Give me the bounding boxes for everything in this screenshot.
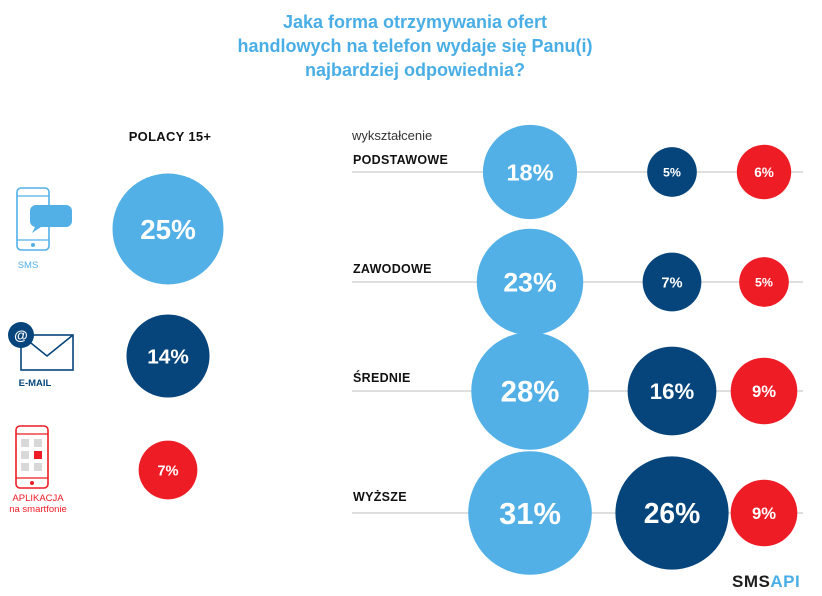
edu-3-1-bubble bbox=[736, 144, 792, 200]
poland-2-label: 14% bbox=[147, 345, 189, 368]
edu-2-1-label: 5% bbox=[663, 165, 681, 179]
title-line-3: najbardziej odpowiednia? bbox=[304, 60, 526, 80]
poland-1-label: 25% bbox=[140, 214, 196, 245]
app-caption: APLIKACJA na smartfonie bbox=[2, 493, 74, 515]
edu-3-3-bubble bbox=[730, 357, 798, 425]
row-label-wyzsze: WYŻSZE bbox=[353, 490, 407, 504]
smsapi-logo: SMSAPI bbox=[732, 572, 800, 592]
title-line-2: handlowych na telefon wydaje się Panu(i) bbox=[237, 36, 593, 56]
poland-1-bubble bbox=[112, 173, 224, 285]
edu-1-1-bubble bbox=[482, 124, 578, 220]
edu-2-3-bubble bbox=[627, 346, 717, 436]
logo-part-2: API bbox=[770, 572, 801, 591]
edu-3-4-bubble bbox=[730, 479, 798, 547]
title-line-1: Jaka forma otrzymywania ofert bbox=[282, 12, 548, 32]
row-label-podstawowe: PODSTAWOWE bbox=[353, 153, 449, 167]
edu-2-4-label: 26% bbox=[644, 497, 701, 529]
edu-2-2-label: 7% bbox=[661, 275, 682, 291]
row-label-zawodowe: ZAWODOWE bbox=[353, 262, 432, 276]
row-label-srednie: ŚREDNIE bbox=[353, 371, 411, 385]
poland-2-bubble bbox=[126, 314, 210, 398]
svg-text:@: @ bbox=[14, 327, 28, 343]
email-caption: E-MAIL bbox=[18, 378, 52, 389]
edu-3-2-bubble bbox=[739, 257, 789, 307]
poland-3-label: 7% bbox=[157, 463, 178, 479]
edu-1-4-bubble bbox=[468, 451, 592, 575]
left-panel-heading: POLACY 15+ bbox=[128, 129, 212, 144]
edu-1-3-bubble bbox=[471, 332, 589, 450]
edu-3-3-label: 9% bbox=[752, 382, 776, 401]
app-caption-line-2: na smartfonie bbox=[9, 504, 67, 515]
edu-2-3-label: 16% bbox=[650, 379, 695, 404]
smartphone-app-icon bbox=[15, 425, 49, 489]
edu-2-4-bubble bbox=[615, 456, 729, 570]
edu-2-2-bubble bbox=[642, 252, 702, 312]
edu-2-1-bubble bbox=[647, 147, 697, 197]
envelope-email-icon: @ bbox=[8, 322, 74, 371]
chart-title: Jaka forma otrzymywania ofert handlowych… bbox=[160, 10, 670, 82]
right-panel-heading: wykształcenie bbox=[352, 128, 433, 143]
edu-1-3-label: 28% bbox=[501, 376, 560, 409]
edu-3-2-label: 5% bbox=[755, 275, 773, 289]
edu-1-2-bubble bbox=[476, 228, 584, 336]
edu-3-4-label: 9% bbox=[752, 504, 776, 523]
edu-3-1-label: 6% bbox=[754, 165, 774, 180]
logo-part-1: SMS bbox=[732, 572, 771, 591]
sms-caption: SMS bbox=[17, 260, 39, 271]
app-caption-line-1: APLIKACJA bbox=[12, 493, 64, 504]
edu-1-4-label: 31% bbox=[499, 496, 561, 531]
poland-3-bubble bbox=[138, 440, 198, 500]
smartphone-sms-icon bbox=[16, 187, 72, 251]
edu-1-2-label: 23% bbox=[503, 268, 556, 298]
edu-1-1-label: 18% bbox=[506, 159, 553, 185]
